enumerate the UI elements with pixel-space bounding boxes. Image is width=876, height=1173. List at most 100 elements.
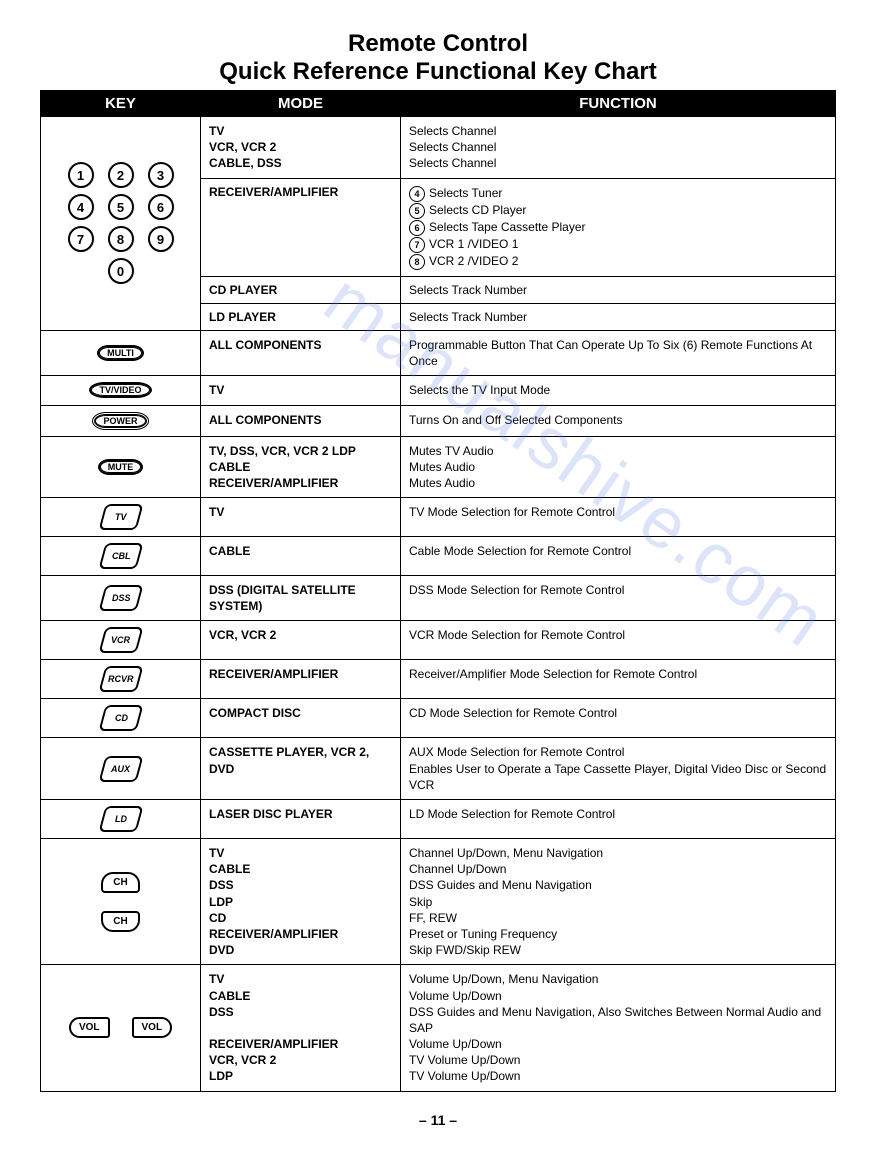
func-text: Selects CD Player: [429, 203, 526, 217]
mode-cell: ALL COMPONENTS: [201, 330, 401, 375]
func-cell: Channel Up/Down, Menu NavigationChannel …: [401, 839, 836, 965]
func-cell: Receiver/Amplifier Mode Selection for Re…: [401, 660, 836, 699]
func-cell: TV Mode Selection for Remote Control: [401, 498, 836, 537]
func-cell: Cable Mode Selection for Remote Control: [401, 537, 836, 576]
func-cell: Selects the TV Input Mode: [401, 376, 836, 405]
table-row: VOL VOL TVCABLEDSS RECEIVER/AMPLIFIERVCR…: [41, 965, 836, 1091]
func-cell: Programmable Button That Can Operate Up …: [401, 330, 836, 375]
mute-button-icon: MUTE: [98, 459, 144, 475]
func-text: VCR 2 /VIDEO 2: [429, 254, 518, 268]
mode-cell: CD PLAYER: [201, 276, 401, 303]
key-4: 4: [68, 194, 94, 220]
mode-cell: RECEIVER/AMPLIFIER: [201, 178, 401, 276]
circled-6-icon: 6: [409, 220, 425, 236]
func-cell: Selects Track Number: [401, 303, 836, 330]
table-row: VCR VCR, VCR 2 VCR Mode Selection for Re…: [41, 621, 836, 660]
key-5: 5: [108, 194, 134, 220]
key-cell: RCVR: [41, 660, 201, 699]
table-row: AUX CASSETTE PLAYER, VCR 2, DVD AUX Mode…: [41, 738, 836, 800]
table-row: RCVR RECEIVER/AMPLIFIER Receiver/Amplifi…: [41, 660, 836, 699]
multi-button-icon: MULTI: [97, 345, 144, 361]
key-cell: CD: [41, 699, 201, 738]
key-2: 2: [108, 162, 134, 188]
table-row: TV/VIDEO TV Selects the TV Input Mode: [41, 376, 836, 405]
mode-cell: CABLE: [201, 537, 401, 576]
title-line2: Quick Reference Functional Key Chart: [40, 58, 836, 86]
key-cell: CBL: [41, 537, 201, 576]
ch-up-button-icon: CH: [101, 872, 139, 893]
mode-cell: ALL COMPONENTS: [201, 405, 401, 436]
vol-right-button-icon: VOL: [132, 1017, 173, 1038]
mode-cell: TVCABLEDSSLDPCDRECEIVER/AMPLIFIERDVD: [201, 839, 401, 965]
key-cell: MULTI: [41, 330, 201, 375]
func-cell: AUX Mode Selection for Remote ControlEna…: [401, 738, 836, 800]
ch-down-button-icon: CH: [101, 911, 139, 932]
func-cell: DSS Mode Selection for Remote Control: [401, 576, 836, 621]
key-3: 3: [148, 162, 174, 188]
key-9: 9: [148, 226, 174, 252]
table-row: 1 2 3 4 5 6 7 8 9 0: [41, 117, 836, 179]
circled-5-icon: 5: [409, 203, 425, 219]
key-6: 6: [148, 194, 174, 220]
number-keypad: 1 2 3 4 5 6 7 8 9 0: [68, 156, 174, 290]
ld-button-icon: LD: [98, 806, 143, 832]
dss-button-icon: DSS: [98, 585, 143, 611]
key-cell: LD: [41, 800, 201, 839]
func-text: Selects Tape Cassette Player: [429, 220, 586, 234]
key-cell: POWER: [41, 405, 201, 436]
key-8: 8: [108, 226, 134, 252]
header-mode: MODE: [201, 91, 401, 117]
mode-cell: LASER DISC PLAYER: [201, 800, 401, 839]
func-cell: VCR Mode Selection for Remote Control: [401, 621, 836, 660]
mode-cell: TVVCR, VCR 2CABLE, DSS: [201, 117, 401, 179]
func-cell: Mutes TV AudioMutes AudioMutes Audio: [401, 436, 836, 498]
vol-left-button-icon: VOL: [69, 1017, 110, 1038]
key-cell: VOL VOL: [41, 965, 201, 1091]
cd-button-icon: CD: [98, 705, 143, 731]
tv-mode-button-icon: TV: [98, 504, 143, 530]
key-cell: VCR: [41, 621, 201, 660]
func-cell: Selects ChannelSelects ChannelSelects Ch…: [401, 117, 836, 179]
key-cell: DSS: [41, 576, 201, 621]
mode-cell: COMPACT DISC: [201, 699, 401, 738]
table-row: MULTI ALL COMPONENTS Programmable Button…: [41, 330, 836, 375]
func-cell: Turns On and Off Selected Components: [401, 405, 836, 436]
aux-button-icon: AUX: [98, 756, 143, 782]
mode-cell: LD PLAYER: [201, 303, 401, 330]
key-1: 1: [68, 162, 94, 188]
cbl-button-icon: CBL: [98, 543, 143, 569]
mode-cell: TV: [201, 498, 401, 537]
key-cell: CH CH: [41, 839, 201, 965]
rcvr-button-icon: RCVR: [98, 666, 143, 692]
header-key: KEY: [41, 91, 201, 117]
table-row: LD LASER DISC PLAYER LD Mode Selection f…: [41, 800, 836, 839]
mode-cell: TVCABLEDSS RECEIVER/AMPLIFIERVCR, VCR 2L…: [201, 965, 401, 1091]
header-function: FUNCTION: [401, 91, 836, 117]
keypad-cell: 1 2 3 4 5 6 7 8 9 0: [41, 117, 201, 331]
circled-7-icon: 7: [409, 237, 425, 253]
table-row: CH CH TVCABLEDSSLDPCDRECEIVER/AMPLIFIERD…: [41, 839, 836, 965]
table-row: DSS DSS (DIGITAL SATELLITE SYSTEM) DSS M…: [41, 576, 836, 621]
power-button-icon: POWER: [92, 412, 148, 430]
key-cell: TV/VIDEO: [41, 376, 201, 405]
key-7: 7: [68, 226, 94, 252]
table-row: POWER ALL COMPONENTS Turns On and Off Se…: [41, 405, 836, 436]
table-row: CBL CABLE Cable Mode Selection for Remot…: [41, 537, 836, 576]
func-cell: LD Mode Selection for Remote Control: [401, 800, 836, 839]
key-cell: MUTE: [41, 436, 201, 498]
func-cell: Volume Up/Down, Menu NavigationVolume Up…: [401, 965, 836, 1091]
mode-cell: RECEIVER/AMPLIFIER: [201, 660, 401, 699]
key-0: 0: [108, 258, 134, 284]
mode-cell: CASSETTE PLAYER, VCR 2, DVD: [201, 738, 401, 800]
title-line1: Remote Control: [40, 30, 836, 58]
mode-cell: TV: [201, 376, 401, 405]
page-number: – 11 –: [40, 1112, 836, 1128]
func-cell: CD Mode Selection for Remote Control: [401, 699, 836, 738]
circled-4-icon: 4: [409, 186, 425, 202]
func-cell: Selects Track Number: [401, 276, 836, 303]
func-text: VCR 1 /VIDEO 1: [429, 237, 518, 251]
key-cell: TV: [41, 498, 201, 537]
table-row: MUTE TV, DSS, VCR, VCR 2 LDPCABLERECEIVE…: [41, 436, 836, 498]
func-cell: 4Selects Tuner 5Selects CD Player 6Selec…: [401, 178, 836, 276]
vcr-button-icon: VCR: [98, 627, 143, 653]
